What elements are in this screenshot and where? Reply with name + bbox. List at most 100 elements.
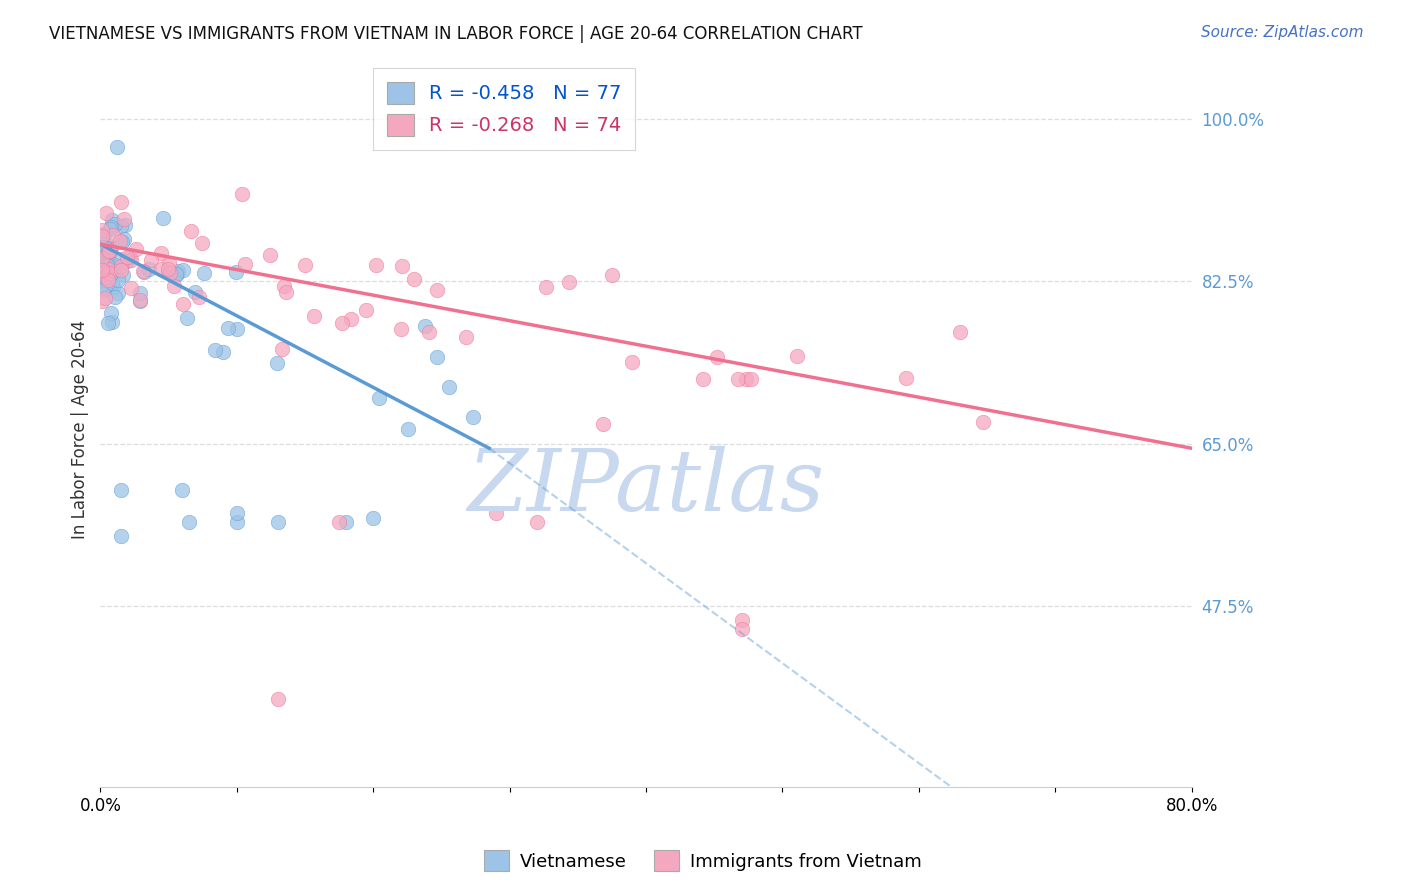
Point xyxy=(896,371,918,385)
Point xyxy=(91,283,114,297)
Point xyxy=(396,422,419,436)
Point xyxy=(96,259,118,273)
Point xyxy=(225,506,247,520)
Point xyxy=(128,285,150,300)
Point xyxy=(159,267,181,281)
Point xyxy=(96,270,118,285)
Point xyxy=(90,240,112,254)
Point xyxy=(141,253,163,268)
Point xyxy=(356,302,378,317)
Point xyxy=(94,251,117,265)
Point xyxy=(115,254,138,268)
Point xyxy=(132,264,155,278)
Point xyxy=(226,322,249,336)
Point xyxy=(692,372,714,386)
Point xyxy=(112,211,135,226)
Point xyxy=(101,280,124,294)
Point xyxy=(167,264,190,278)
Point xyxy=(94,237,117,252)
Point xyxy=(97,245,120,260)
Point xyxy=(212,345,235,359)
Point xyxy=(108,252,131,266)
Point xyxy=(368,392,391,406)
Point xyxy=(98,258,121,272)
Point xyxy=(97,247,120,261)
Point xyxy=(97,316,120,330)
Text: ZIPatlas: ZIPatlas xyxy=(467,445,824,528)
Point xyxy=(177,516,200,530)
Point xyxy=(391,260,413,274)
Point xyxy=(107,273,129,287)
Point xyxy=(328,516,350,530)
Point xyxy=(217,321,239,335)
Point xyxy=(98,222,121,236)
Point xyxy=(100,213,122,227)
Point xyxy=(120,281,142,295)
Point xyxy=(150,262,173,277)
Point xyxy=(100,241,122,255)
Point xyxy=(129,293,152,308)
Point xyxy=(100,220,122,235)
Point xyxy=(104,217,127,231)
Legend: Vietnamese, Immigrants from Vietnam: Vietnamese, Immigrants from Vietnam xyxy=(477,843,929,879)
Point xyxy=(534,280,557,294)
Point xyxy=(404,272,426,286)
Point xyxy=(94,241,117,255)
Point xyxy=(104,290,127,304)
Point xyxy=(426,351,449,365)
Point xyxy=(621,355,644,369)
Point xyxy=(786,349,808,363)
Point xyxy=(112,231,135,245)
Text: VIETNAMESE VS IMMIGRANTS FROM VIETNAM IN LABOR FORCE | AGE 20-64 CORRELATION CHA: VIETNAMESE VS IMMIGRANTS FROM VIETNAM IN… xyxy=(49,25,863,43)
Point xyxy=(437,379,460,393)
Point xyxy=(389,322,412,336)
Point xyxy=(259,248,281,262)
Point xyxy=(204,343,226,357)
Point xyxy=(93,240,115,254)
Point xyxy=(98,266,121,280)
Point xyxy=(120,250,142,264)
Point xyxy=(103,257,125,271)
Point xyxy=(602,268,624,282)
Point xyxy=(330,316,353,330)
Point xyxy=(105,140,128,154)
Point xyxy=(187,290,209,304)
Point xyxy=(727,372,749,386)
Point xyxy=(193,266,215,280)
Point xyxy=(730,622,752,636)
Point xyxy=(90,251,112,265)
Point xyxy=(267,516,290,530)
Point xyxy=(157,256,180,270)
Point xyxy=(340,312,363,326)
Point xyxy=(115,250,138,264)
Point xyxy=(110,195,132,210)
Point xyxy=(100,315,122,329)
Text: Source: ZipAtlas.com: Source: ZipAtlas.com xyxy=(1201,25,1364,40)
Point xyxy=(225,516,247,530)
Point xyxy=(90,229,112,244)
Point xyxy=(94,291,117,305)
Point xyxy=(233,257,256,271)
Point xyxy=(100,268,122,283)
Point xyxy=(335,516,357,530)
Point xyxy=(456,330,478,344)
Y-axis label: In Labor Force | Age 20-64: In Labor Force | Age 20-64 xyxy=(72,320,89,540)
Point xyxy=(266,356,288,370)
Point xyxy=(706,350,728,364)
Point xyxy=(157,261,180,276)
Point xyxy=(150,246,173,260)
Point xyxy=(526,516,548,530)
Point xyxy=(110,219,132,234)
Point xyxy=(231,187,253,202)
Point xyxy=(90,273,112,287)
Point xyxy=(485,506,508,520)
Point xyxy=(96,242,118,256)
Point xyxy=(361,511,384,525)
Point xyxy=(415,318,437,333)
Point xyxy=(191,235,214,250)
Point xyxy=(103,264,125,278)
Point xyxy=(274,285,297,299)
Point xyxy=(138,261,160,276)
Point xyxy=(97,273,120,287)
Point xyxy=(128,294,150,309)
